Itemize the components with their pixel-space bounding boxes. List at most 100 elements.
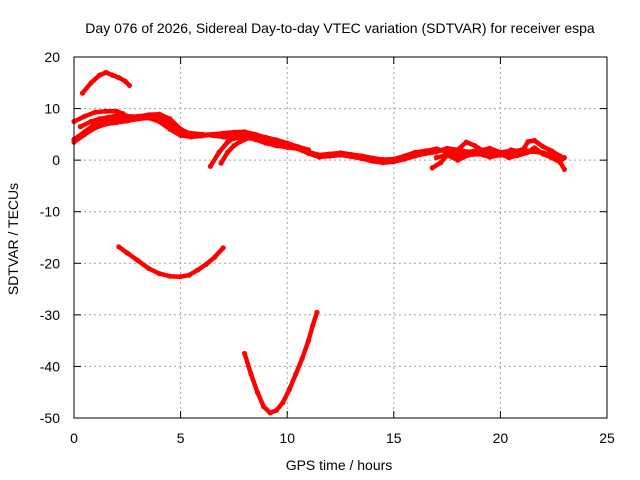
data-point bbox=[508, 147, 514, 153]
data-point bbox=[77, 124, 83, 130]
data-point bbox=[116, 75, 122, 81]
data-point bbox=[124, 113, 130, 119]
data-point bbox=[116, 244, 122, 250]
data-point bbox=[316, 154, 322, 160]
data-point bbox=[178, 274, 184, 280]
data-point bbox=[540, 144, 546, 150]
y-tick-labels: 20 10 0 -10 -20 -30 -40 -50 bbox=[40, 49, 60, 426]
data-point bbox=[423, 150, 429, 156]
data-point bbox=[126, 82, 132, 88]
data-point bbox=[455, 157, 461, 163]
data-point bbox=[557, 159, 563, 165]
data-point bbox=[210, 131, 216, 137]
data-point bbox=[178, 126, 184, 132]
data-point bbox=[212, 254, 218, 260]
series-arc-high bbox=[79, 69, 132, 96]
data-point bbox=[359, 156, 365, 162]
data-point bbox=[433, 155, 439, 161]
data-point bbox=[310, 322, 316, 328]
data-point bbox=[391, 159, 397, 165]
data-point bbox=[97, 72, 103, 78]
data-point bbox=[293, 371, 299, 377]
x-tick-label: 10 bbox=[279, 430, 295, 446]
data-point bbox=[224, 149, 231, 155]
data-point bbox=[263, 134, 269, 141]
data-point bbox=[519, 149, 525, 155]
data-point bbox=[242, 350, 248, 357]
data-point bbox=[114, 117, 120, 123]
data-point bbox=[273, 137, 280, 143]
data-point bbox=[465, 152, 471, 158]
data-point bbox=[79, 90, 86, 96]
data-point bbox=[497, 152, 503, 158]
data-point bbox=[156, 271, 162, 277]
data-point bbox=[82, 113, 88, 119]
series-arc-upper bbox=[71, 108, 132, 125]
data-point bbox=[273, 407, 280, 413]
data-point bbox=[195, 267, 201, 273]
x-tick-label: 5 bbox=[177, 430, 185, 446]
data-point bbox=[444, 145, 450, 151]
y-tick-label: -50 bbox=[40, 410, 60, 426]
data-point bbox=[267, 410, 273, 416]
data-point bbox=[216, 149, 222, 155]
data-point bbox=[135, 258, 141, 264]
data-point bbox=[531, 145, 538, 151]
data-point bbox=[203, 261, 209, 267]
data-point bbox=[146, 112, 152, 118]
data-point bbox=[549, 148, 555, 154]
data-point bbox=[295, 144, 301, 150]
data-point bbox=[224, 139, 231, 145]
data-point bbox=[429, 165, 435, 171]
data-point bbox=[433, 149, 439, 155]
data-point bbox=[105, 114, 111, 120]
y-tick-label: 20 bbox=[44, 49, 60, 65]
data-point bbox=[455, 147, 461, 153]
data-point bbox=[480, 148, 486, 154]
grid-lines bbox=[74, 57, 607, 418]
data-point bbox=[207, 163, 213, 169]
data-point bbox=[135, 114, 141, 120]
data-point bbox=[314, 309, 320, 315]
data-point bbox=[525, 139, 531, 145]
data-point bbox=[280, 399, 286, 406]
data-point bbox=[369, 158, 376, 164]
data-point bbox=[199, 132, 205, 138]
data-point bbox=[472, 143, 478, 149]
data-point bbox=[114, 108, 120, 114]
data-point bbox=[531, 137, 538, 144]
data-point bbox=[305, 150, 312, 156]
series-arc-mid bbox=[116, 244, 226, 280]
data-point bbox=[286, 387, 292, 393]
data-point bbox=[246, 135, 252, 141]
chart-title: Day 076 of 2026, Sidereal Day-to-day VTE… bbox=[85, 20, 595, 36]
data-point bbox=[252, 131, 258, 137]
data-point bbox=[103, 108, 109, 114]
data-point bbox=[263, 140, 269, 146]
data-point bbox=[549, 155, 555, 161]
data-point bbox=[220, 245, 226, 251]
data-point bbox=[561, 166, 568, 172]
data-point bbox=[92, 109, 98, 115]
y-tick-label: 10 bbox=[44, 101, 60, 117]
plot-frame bbox=[73, 56, 608, 419]
data-point bbox=[514, 152, 521, 159]
data-point bbox=[506, 155, 512, 161]
series-arc-late-b bbox=[433, 137, 563, 163]
data-point bbox=[248, 371, 254, 377]
data-point bbox=[103, 69, 109, 76]
data-point bbox=[327, 153, 333, 159]
x-tick-label: 20 bbox=[493, 430, 509, 446]
series-arc-rise-b bbox=[218, 135, 252, 166]
data-point bbox=[109, 72, 115, 78]
data-point bbox=[557, 153, 563, 159]
y-axis-label: SDTVAR / TECUs bbox=[5, 183, 21, 295]
data-point bbox=[284, 140, 290, 146]
x-tick-labels: 0 5 10 15 20 25 bbox=[70, 430, 615, 446]
data-point bbox=[242, 131, 248, 137]
data-point bbox=[463, 139, 469, 145]
data-point bbox=[476, 151, 482, 157]
y-tick-label: -40 bbox=[40, 358, 60, 374]
